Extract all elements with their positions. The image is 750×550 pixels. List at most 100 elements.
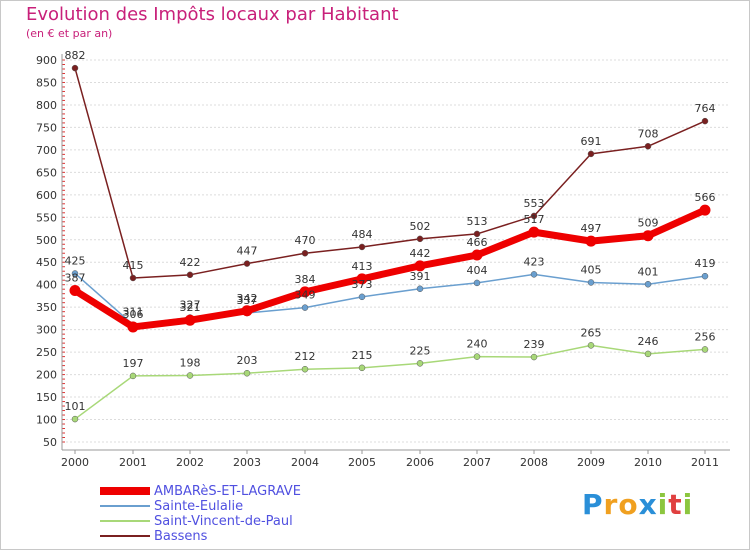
data-label-sainte-eulalie: 404 bbox=[467, 264, 488, 277]
series-line-sainte-eulalie bbox=[74, 272, 706, 326]
y-tick-label: 350 bbox=[36, 301, 57, 314]
data-label-saint-vincent: 225 bbox=[410, 344, 431, 357]
data-label-saint-vincent: 240 bbox=[467, 338, 488, 351]
data-label-saint-vincent: 212 bbox=[295, 350, 316, 363]
legend-item-sainte-eulalie: Sainte-Eulalie bbox=[100, 499, 400, 514]
data-point-ambares bbox=[414, 260, 426, 272]
y-tick-label: 250 bbox=[36, 346, 57, 359]
data-point-saint-vincent bbox=[473, 353, 481, 360]
y-tick-label: 300 bbox=[36, 324, 57, 337]
data-point-saint-vincent bbox=[416, 360, 424, 367]
data-label-ambares: 384 bbox=[295, 273, 316, 286]
y-tick-label: 400 bbox=[36, 279, 57, 292]
data-label-bassens: 447 bbox=[237, 245, 258, 258]
data-label-bassens: 470 bbox=[295, 234, 316, 247]
data-point-bassens bbox=[301, 249, 309, 257]
data-point-ambares bbox=[699, 204, 711, 216]
logo-letter: t bbox=[668, 488, 683, 521]
y-tick-label: 200 bbox=[36, 369, 57, 382]
data-label-saint-vincent: 239 bbox=[524, 338, 545, 351]
legend-swatch-bassens bbox=[100, 535, 150, 537]
logo-letter: P bbox=[582, 488, 604, 521]
data-point-bassens bbox=[186, 271, 194, 279]
x-tick-label: 2008 bbox=[520, 456, 548, 469]
y-tick-label: 100 bbox=[36, 414, 57, 427]
data-label-saint-vincent: 256 bbox=[695, 330, 716, 343]
logo-letter: i bbox=[682, 488, 694, 521]
data-point-bassens bbox=[644, 143, 652, 150]
data-point-saint-vincent bbox=[243, 369, 251, 377]
data-point-saint-vincent bbox=[644, 350, 652, 358]
data-label-saint-vincent: 198 bbox=[180, 356, 201, 369]
logo-letter: i bbox=[657, 488, 669, 521]
data-label-sainte-eulalie: 419 bbox=[695, 257, 716, 270]
data-label-bassens: 691 bbox=[581, 135, 602, 148]
y-tick-label: 50 bbox=[43, 436, 57, 449]
data-labels: 882 415 422 447 470 484 502 513 553 691 708 764 101 1… bbox=[65, 49, 716, 413]
data-point-sainte-eulalie bbox=[301, 304, 309, 311]
data-point-saint-vincent bbox=[587, 342, 595, 349]
data-label-sainte-eulalie: 401 bbox=[638, 265, 659, 278]
y-tick-label: 700 bbox=[36, 144, 57, 157]
data-point-saint-vincent bbox=[129, 372, 137, 380]
legend-label-sainte-eulalie: Sainte-Eulalie bbox=[154, 499, 244, 514]
legend-label-saint-vincent: Saint-Vincent-de-Paul bbox=[154, 514, 293, 529]
data-point-bassens bbox=[71, 64, 79, 72]
data-label-sainte-eulalie: 349 bbox=[295, 289, 316, 302]
y-tick-label: 650 bbox=[36, 166, 57, 179]
data-point-sainte-eulalie bbox=[530, 271, 538, 278]
y-tick-label: 550 bbox=[36, 211, 57, 224]
data-point-saint-vincent bbox=[530, 353, 538, 361]
legend-label-bassens: Bassens bbox=[154, 529, 208, 544]
data-point-ambares bbox=[642, 230, 654, 242]
legend-label-ambares: AMBARèS-ET-LAGRAVE bbox=[154, 484, 301, 499]
data-point-sainte-eulalie bbox=[644, 281, 652, 288]
data-label-saint-vincent: 101 bbox=[65, 400, 86, 413]
data-point-bassens bbox=[129, 274, 137, 282]
data-point-ambares bbox=[299, 286, 311, 298]
data-label-saint-vincent: 215 bbox=[352, 349, 373, 362]
y-tick-label: 750 bbox=[36, 121, 57, 134]
data-point-ambares bbox=[528, 226, 540, 238]
data-point-bassens bbox=[587, 150, 595, 158]
series-line-ambares bbox=[71, 206, 709, 331]
data-label-bassens: 882 bbox=[65, 49, 86, 62]
data-point-bassens bbox=[473, 230, 481, 238]
legend-item-bassens: Bassens bbox=[100, 529, 400, 544]
data-point-sainte-eulalie bbox=[71, 270, 79, 277]
x-tick-label: 2002 bbox=[176, 456, 204, 469]
data-label-ambares: 306 bbox=[123, 308, 144, 321]
series-line-bassens bbox=[74, 67, 706, 279]
x-tick-label: 2000 bbox=[61, 456, 89, 469]
legend: AMBARèS-ET-LAGRAVE Sainte-Eulalie Saint-… bbox=[100, 484, 400, 544]
data-point-ambares bbox=[241, 305, 253, 317]
x-tick-label: 2003 bbox=[233, 456, 261, 469]
legend-swatch-saint-vincent bbox=[100, 520, 150, 522]
data-label-sainte-eulalie: 425 bbox=[65, 254, 86, 267]
data-label-saint-vincent: 203 bbox=[237, 354, 258, 367]
data-label-sainte-eulalie: 373 bbox=[352, 278, 373, 291]
data-point-bassens bbox=[530, 212, 538, 220]
x-tick-label: 2001 bbox=[119, 456, 147, 469]
legend-item-saint-vincent: Saint-Vincent-de-Paul bbox=[100, 514, 400, 529]
x-tick-label: 2005 bbox=[348, 456, 376, 469]
data-label-ambares: 509 bbox=[638, 217, 659, 230]
data-point-ambares bbox=[184, 314, 196, 326]
data-point-sainte-eulalie bbox=[701, 272, 709, 280]
data-point-saint-vincent bbox=[358, 364, 366, 372]
data-label-ambares: 442 bbox=[410, 247, 431, 260]
data-label-bassens: 553 bbox=[524, 197, 545, 210]
data-label-sainte-eulalie: 423 bbox=[524, 255, 545, 268]
data-label-ambares: 387 bbox=[65, 272, 86, 285]
data-point-saint-vincent bbox=[71, 415, 79, 423]
grid-lines bbox=[62, 59, 730, 443]
data-point-sainte-eulalie bbox=[587, 279, 595, 286]
data-label-ambares: 342 bbox=[237, 292, 258, 305]
x-tick-label: 2011 bbox=[691, 456, 719, 469]
chart-subtitle: (en € et par an) bbox=[26, 27, 113, 40]
data-label-bassens: 764 bbox=[695, 102, 716, 115]
y-tick-label: 800 bbox=[36, 99, 57, 112]
data-label-ambares: 517 bbox=[524, 213, 545, 226]
data-label-ambares: 413 bbox=[352, 260, 373, 273]
